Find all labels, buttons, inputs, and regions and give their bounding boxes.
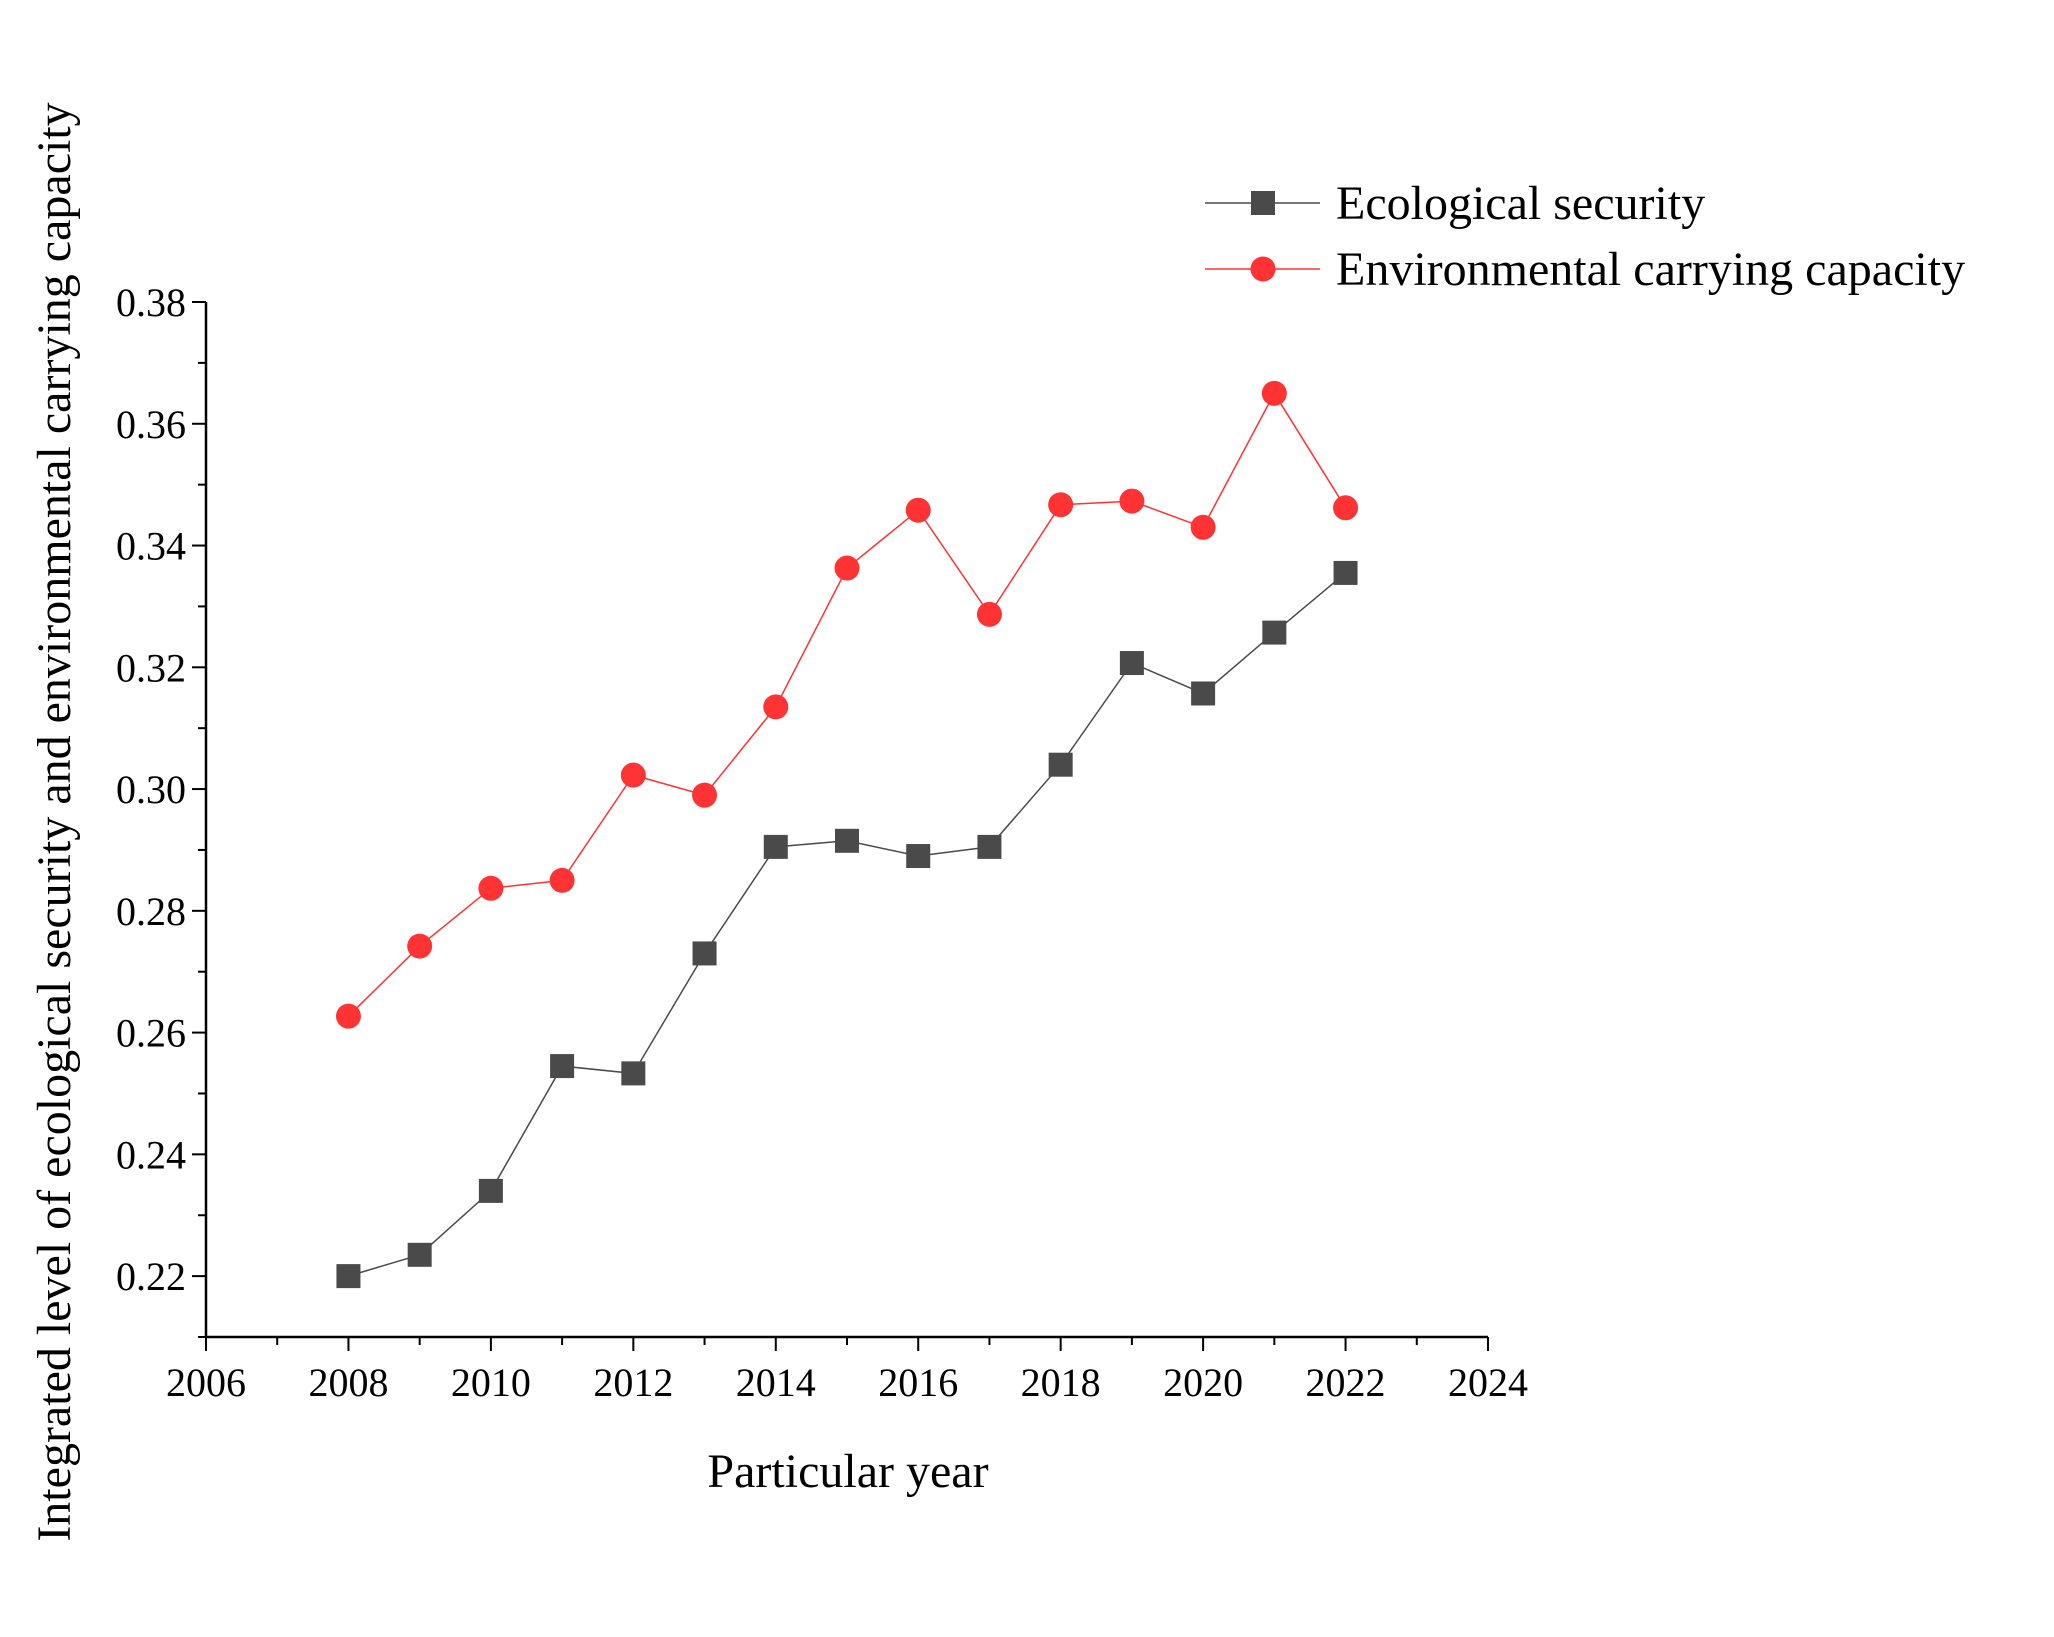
y-tick-label: 0.36 — [116, 402, 186, 447]
data-point-ecological-security — [478, 1178, 503, 1203]
data-point-environmental-carrying-capacity — [692, 782, 718, 808]
data-point-ecological-security — [1119, 651, 1144, 676]
data-point-ecological-security — [835, 828, 859, 853]
x-tick-label: 2018 — [1021, 1360, 1101, 1405]
x-tick-label: 2022 — [1306, 1360, 1386, 1405]
x-tick-label: 2020 — [1163, 1360, 1243, 1405]
y-tick-label: 0.26 — [116, 1011, 186, 1056]
data-point-ecological-security — [407, 1242, 432, 1267]
data-point-environmental-carrying-capacity — [335, 1003, 361, 1029]
x-tick-label: 2008 — [308, 1360, 388, 1405]
legend-item-ecological-security: Ecological security — [1205, 177, 1705, 230]
data-point-ecological-security — [1048, 752, 1073, 777]
data-point-ecological-security — [763, 834, 788, 859]
data-point-ecological-security — [1262, 620, 1287, 645]
data-point-ecological-security — [1191, 681, 1216, 706]
legend: Ecological security Environmental carryi… — [1205, 177, 1965, 296]
y-axis-title: Integrated level of ecological security … — [28, 102, 81, 1541]
data-point-environmental-carrying-capacity — [905, 497, 931, 523]
data-point-environmental-carrying-capacity — [834, 555, 860, 581]
legend-item-environmental-carrying-capacity: Environmental carrying capacity — [1205, 243, 1965, 296]
x-axis-title: Particular year — [707, 1445, 988, 1498]
data-point-environmental-carrying-capacity — [1119, 488, 1145, 514]
data-point-ecological-security — [906, 844, 931, 869]
x-tick-label: 2006 — [166, 1360, 246, 1405]
data-point-environmental-carrying-capacity — [478, 875, 504, 901]
data-point-environmental-carrying-capacity — [763, 694, 789, 720]
y-tick-label: 0.22 — [116, 1254, 186, 1299]
y-axis-ticks: 0.22 0.24 0.26 0.28 0.30 0.32 0.34 0.36 0.38 — [116, 280, 206, 1338]
data-point-ecological-security — [336, 1264, 361, 1289]
data-point-environmental-carrying-capacity — [976, 601, 1002, 627]
axes — [204, 302, 1488, 1339]
y-tick-label: 0.30 — [116, 767, 186, 812]
data-point-environmental-carrying-capacity — [1190, 514, 1216, 540]
x-tick-label: 2010 — [451, 1360, 531, 1405]
x-axis-ticks: 2006 2008 2010 2012 2014 2016 2018 2020 2022 2024 — [166, 1337, 1528, 1405]
data-point-ecological-security — [977, 834, 1002, 859]
data-point-ecological-security — [1333, 560, 1358, 585]
legend-marker-circle-icon — [1250, 256, 1276, 282]
data-point-environmental-carrying-capacity — [407, 933, 433, 959]
data-point-ecological-security — [621, 1061, 646, 1086]
y-tick-label: 0.32 — [116, 645, 186, 690]
series-layer — [335, 380, 1359, 1289]
data-point-environmental-carrying-capacity — [1333, 495, 1359, 521]
x-tick-label: 2016 — [878, 1360, 958, 1405]
y-tick-label: 0.24 — [116, 1132, 186, 1177]
y-tick-label: 0.28 — [116, 889, 186, 934]
x-tick-label: 2024 — [1448, 1360, 1528, 1405]
data-point-environmental-carrying-capacity — [549, 867, 575, 893]
data-point-environmental-carrying-capacity — [620, 762, 646, 788]
data-point-ecological-security — [550, 1054, 575, 1079]
data-point-ecological-security — [692, 941, 717, 966]
x-tick-label: 2012 — [593, 1360, 673, 1405]
y-tick-label: 0.38 — [116, 280, 186, 325]
y-tick-label: 0.34 — [116, 524, 186, 569]
series-line-ecological-security — [348, 572, 1347, 1277]
data-point-environmental-carrying-capacity — [1261, 380, 1287, 406]
x-tick-label: 2014 — [736, 1360, 816, 1405]
data-point-environmental-carrying-capacity — [1048, 492, 1074, 518]
legend-marker-square-icon — [1251, 191, 1275, 215]
legend-label-ecological-security: Ecological security — [1336, 177, 1705, 230]
legend-label-environmental-carrying-capacity: Environmental carrying capacity — [1336, 243, 1965, 296]
